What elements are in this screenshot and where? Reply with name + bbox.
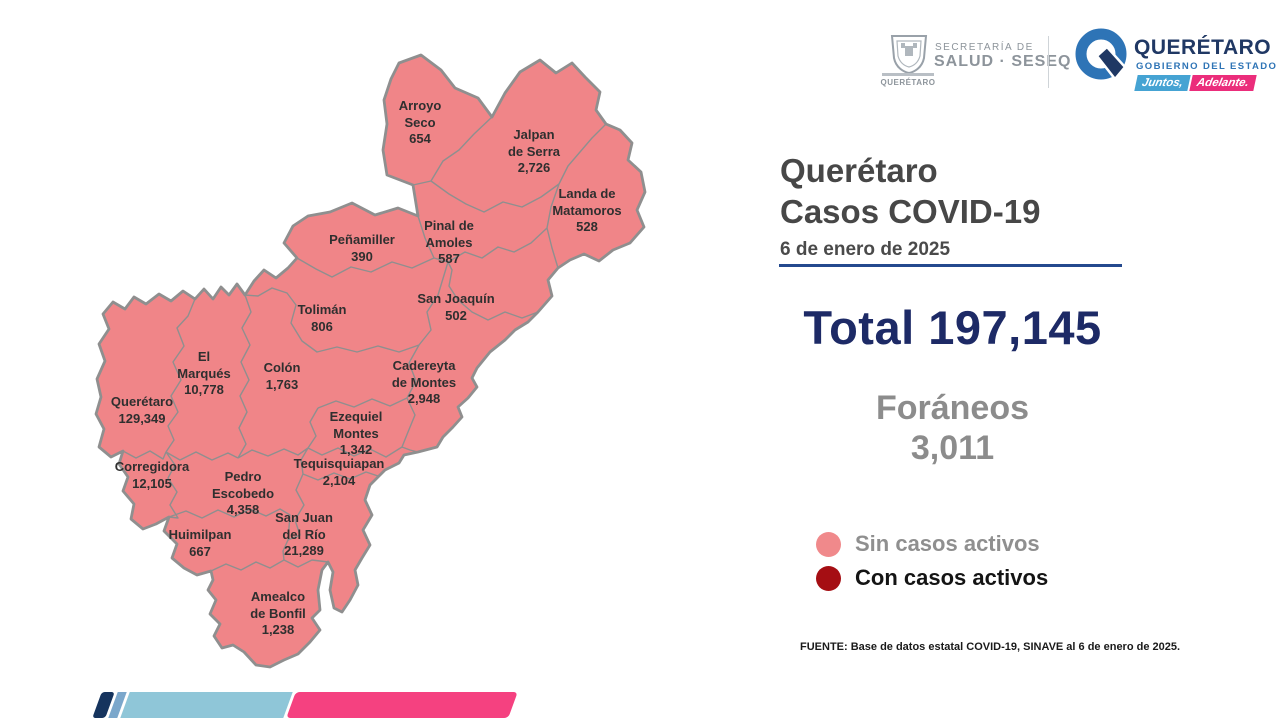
municipal-borders — [122, 116, 607, 572]
municipality-name: Jalpan de Serra — [507, 127, 561, 159]
map-label-colon: Colón 1,763 — [252, 360, 312, 393]
sin-casos-dot-icon — [816, 531, 841, 557]
badge-adelante: Adelante. — [1189, 75, 1257, 91]
municipality-cases: 528 — [576, 219, 598, 234]
municipality-cases: 654 — [409, 131, 431, 146]
juntos-adelante-badge: Juntos, Adelante. — [1134, 75, 1257, 91]
map-label-el-marques: El Marqués 10,778 — [172, 349, 236, 399]
legend-row-sin-casos: Sin casos activos — [816, 527, 1048, 561]
municipality-cases: 1,763 — [265, 376, 299, 392]
municipality-name: San Juan del Río — [275, 510, 333, 542]
total-label: Total — [803, 301, 915, 354]
map-label-amealco-de-bonfil: Amealco de Bonfil 1,238 — [248, 589, 308, 639]
municipality-name: Pinal de Amoles — [424, 218, 474, 250]
municipality-cases: 2,948 — [407, 391, 441, 406]
map-label-ezequiel-montes: Ezequiel Montes 1,342 — [326, 409, 386, 459]
source-note: FUENTE: Base de datos estatal COVID-19, … — [800, 641, 1181, 653]
legend-row-con-casos: Con casos activos — [816, 561, 1048, 595]
municipality-name: Pedro Escobedo — [211, 469, 275, 501]
municipality-name: Cadereyta de Montes — [391, 358, 457, 390]
badge-juntos: Juntos, — [1134, 75, 1191, 91]
bar-segment-pink — [286, 692, 518, 718]
con-casos-dot-icon — [816, 565, 841, 591]
header-divider — [1048, 36, 1049, 88]
foraneos-label: Foráneos — [875, 389, 1030, 427]
foraneos-block: Foráneos 3,011 — [780, 388, 1125, 468]
municipality-cases: 1,238 — [261, 622, 295, 637]
queretaro-q-logo-icon — [1075, 28, 1127, 81]
gobierno-del-estado-label: GOBIERNO DEL ESTADO — [1136, 61, 1278, 72]
bar-segment-lightblue — [120, 692, 293, 718]
map-label-landa-de-matamoros: Landa de Matamoros 528 — [547, 186, 627, 236]
map-label-toliman: Tolimán 806 — [277, 302, 367, 335]
map-label-pedro-escobedo: Pedro Escobedo 4,358 — [210, 469, 276, 519]
seseq-crest-icon — [890, 35, 928, 74]
map-label-san-joaquin: San Joaquín 502 — [408, 291, 504, 324]
map-label-pinal-de-amoles: Pinal de Amoles 587 — [418, 218, 480, 268]
crest-microtext — [882, 73, 934, 76]
municipality-name: Tolimán — [297, 302, 347, 317]
municipality-cases: 2,726 — [517, 160, 551, 175]
municipality-name: Querétaro — [110, 394, 174, 409]
map-label-san-juan-del-rio: San Juan del Río 21,289 — [272, 510, 336, 560]
municipality-name: Peñamiller — [329, 232, 395, 247]
map-label-tequisquiapan: Tequisquiapan 2,104 — [289, 456, 389, 489]
municipality-cases: 667 — [189, 543, 211, 559]
map-label-corregidora: Corregidora 12,105 — [97, 459, 207, 492]
page-title: Querétaro Casos COVID-19 — [780, 150, 1040, 233]
map-label-arroyo-seco: Arroyo Seco 654 — [396, 98, 444, 148]
municipality-cases: 1,342 — [339, 442, 373, 457]
municipality-name: Tequisquiapan — [293, 456, 385, 471]
municipality-name: San Joaquín — [417, 291, 495, 306]
map-label-penamiller: Peñamiller 390 — [317, 232, 407, 265]
crest-caption: QUERÉTARO — [880, 78, 936, 87]
municipality-name: El Marqués — [177, 349, 231, 381]
footer-decoration-bar — [92, 692, 518, 718]
salud-seseq-label: SALUD · SESEQ — [934, 53, 1072, 70]
municipality-cases: 806 — [311, 318, 333, 334]
municipality-cases: 502 — [445, 307, 467, 323]
queretaro-wordmark: QUERÉTARO — [1134, 36, 1272, 59]
municipality-cases: 4,358 — [226, 502, 260, 517]
secretaria-de-label: SECRETARÍA DE — [935, 42, 1034, 53]
municipality-name: Huimilpan — [168, 527, 232, 542]
total-cases: Total 197,145 — [780, 300, 1125, 355]
date-underline — [779, 264, 1122, 267]
sin-casos-label: Sin casos activos — [855, 531, 1040, 556]
map-label-cadereyta-de-montes: Cadereyta de Montes 2,948 — [388, 358, 460, 408]
municipality-name: Landa de Matamoros — [552, 186, 622, 218]
foraneos-value: 3,011 — [910, 429, 995, 468]
page-title-line2: Casos COVID-19 — [780, 193, 1041, 231]
municipality-cases: 10,778 — [184, 382, 224, 397]
municipality-name: Amealco de Bonfil — [250, 589, 306, 621]
municipality-cases: 2,104 — [322, 472, 356, 488]
map-label-queretaro: Querétaro 129,349 — [97, 394, 187, 427]
map-label-huimilpan: Huimilpan 667 — [155, 527, 245, 560]
map-label-jalpan-de-serra: Jalpan de Serra 2,726 — [506, 127, 562, 177]
report-date: 6 de enero de 2025 — [780, 239, 951, 260]
municipality-cases: 390 — [351, 248, 373, 264]
municipality-name: Colón — [263, 360, 301, 375]
municipality-cases: 129,349 — [118, 410, 166, 426]
state-outline — [94, 53, 647, 669]
municipality-cases: 21,289 — [284, 543, 324, 558]
con-casos-label: Con casos activos — [855, 565, 1049, 590]
municipality-name: Corregidora — [114, 459, 190, 474]
municipality-name: Arroyo Seco — [398, 98, 442, 130]
page-title-line1: Querétaro — [780, 152, 938, 189]
total-value: 197,145 — [928, 301, 1102, 354]
municipality-name: Ezequiel Montes — [329, 409, 383, 441]
municipality-cases: 12,105 — [132, 475, 172, 491]
municipality-cases: 587 — [438, 251, 460, 266]
legend: Sin casos activos Con casos activos — [816, 527, 1048, 595]
